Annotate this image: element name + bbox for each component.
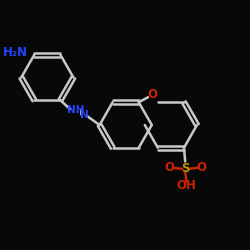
Text: O: O	[148, 88, 158, 101]
Text: NH: NH	[66, 105, 84, 115]
Text: S: S	[181, 162, 190, 175]
Text: H₂N: H₂N	[3, 46, 28, 59]
Text: O: O	[164, 161, 174, 174]
Text: N: N	[80, 110, 88, 120]
Text: O: O	[196, 161, 206, 174]
Text: OH: OH	[176, 179, 197, 192]
